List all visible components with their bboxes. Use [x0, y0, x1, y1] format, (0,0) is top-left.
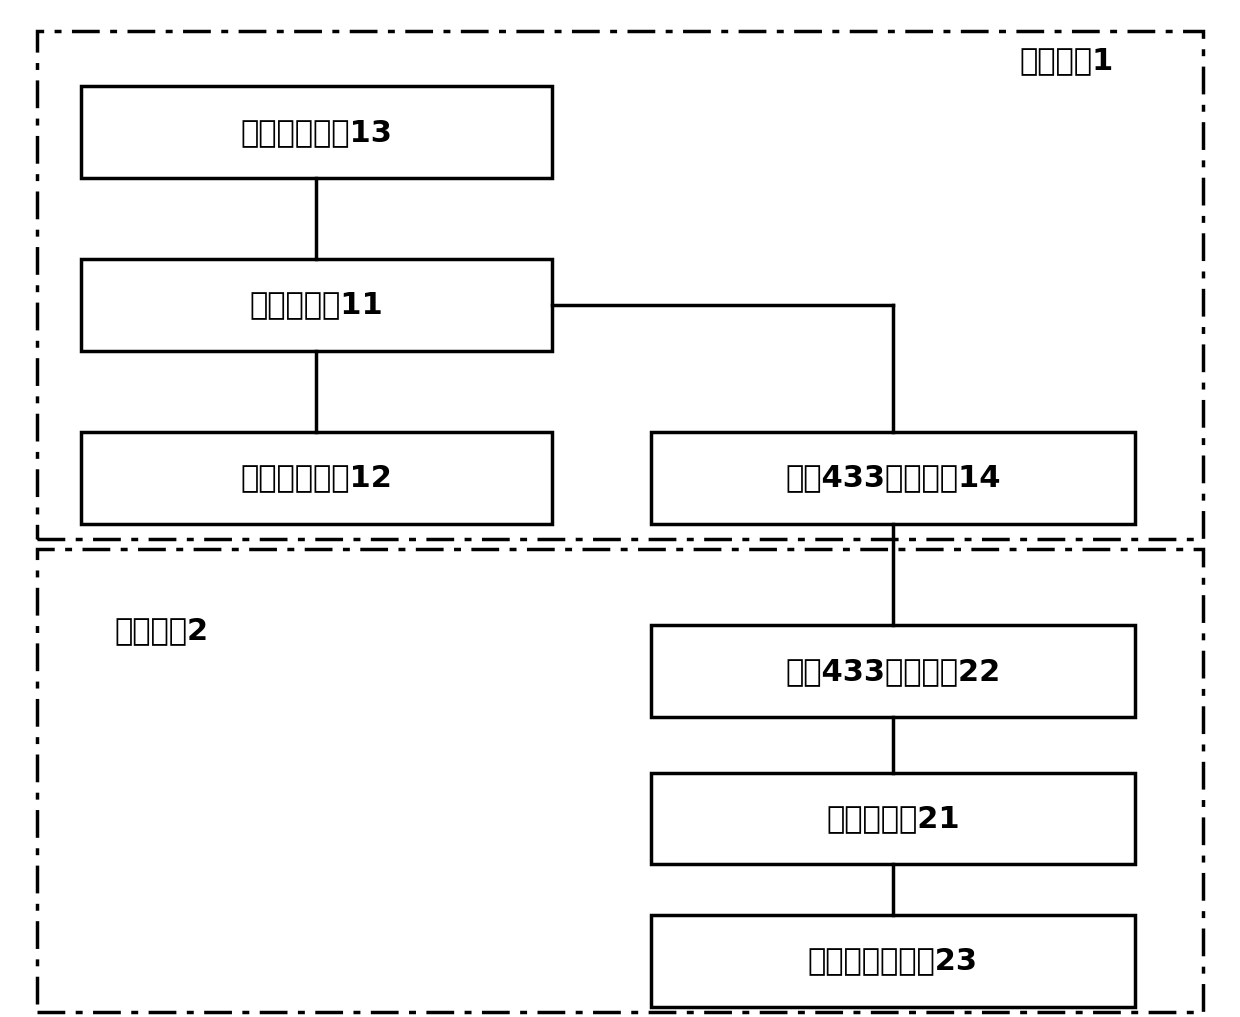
Bar [651, 915, 1135, 1007]
Text: 第一433通信模块14: 第一433通信模块14 [785, 464, 1001, 492]
Text: 无线通信模块13: 无线通信模块13 [241, 118, 392, 146]
Text: 第二控制器21: 第二控制器21 [826, 804, 960, 833]
Bar [81, 432, 552, 524]
Text: 继电器控制模块23: 继电器控制模块23 [807, 947, 978, 975]
Bar [651, 773, 1135, 864]
Text: 温度检测模块12: 温度检测模块12 [241, 464, 392, 492]
Bar [651, 625, 1135, 717]
Bar [81, 86, 552, 178]
Bar [81, 259, 552, 351]
Bar [37, 31, 1203, 539]
Text: 第一控制器11: 第一控制器11 [249, 291, 383, 319]
Bar [651, 432, 1135, 524]
Text: 主控装置1: 主控装置1 [1019, 47, 1114, 75]
Text: 第二433通信模块22: 第二433通信模块22 [785, 657, 1001, 685]
Text: 执行装置2: 执行装置2 [114, 616, 208, 645]
Bar [37, 549, 1203, 1012]
